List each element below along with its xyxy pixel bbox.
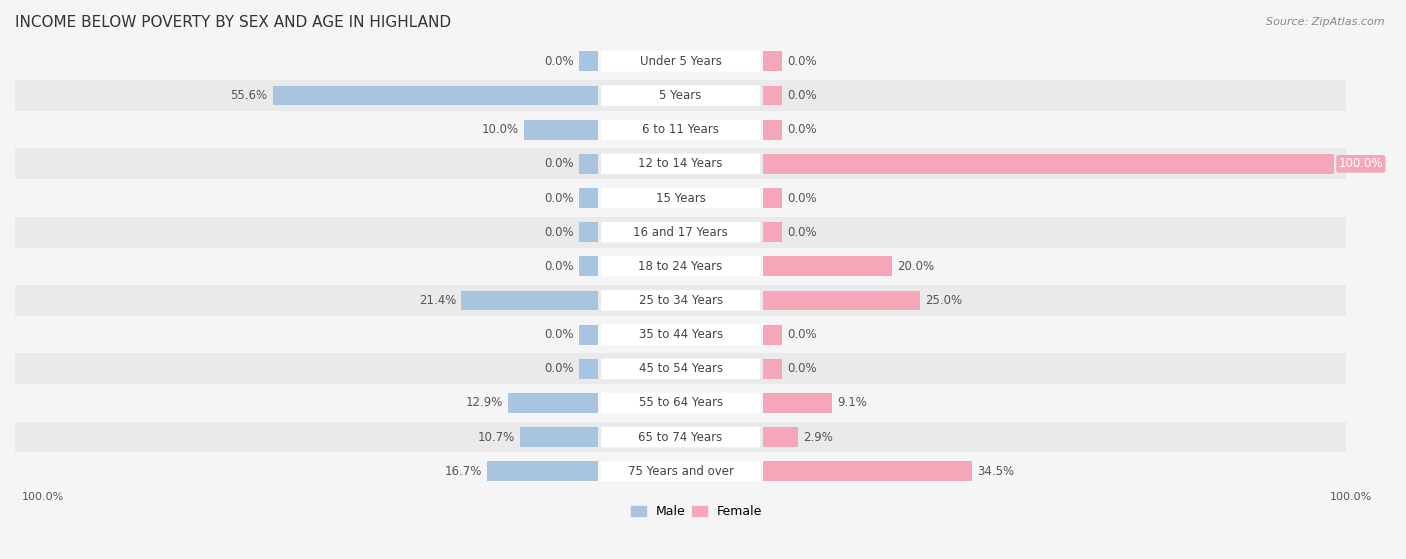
Bar (763, 120, 782, 140)
Bar (15, 251, 1346, 282)
Text: 16.7%: 16.7% (444, 465, 482, 478)
Text: 0.0%: 0.0% (787, 328, 817, 341)
Text: 0.0%: 0.0% (544, 260, 574, 273)
Text: 55.6%: 55.6% (231, 89, 267, 102)
Text: INCOME BELOW POVERTY BY SEX AND AGE IN HIGHLAND: INCOME BELOW POVERTY BY SEX AND AGE IN H… (15, 15, 451, 30)
FancyBboxPatch shape (602, 427, 761, 447)
Bar (579, 222, 598, 242)
Bar (763, 257, 893, 276)
Bar (15, 115, 1346, 145)
Bar (763, 427, 799, 447)
Text: 0.0%: 0.0% (787, 362, 817, 375)
Text: 45 to 54 Years: 45 to 54 Years (638, 362, 723, 375)
Text: 25 to 34 Years: 25 to 34 Years (638, 294, 723, 307)
Bar (763, 325, 782, 344)
Text: Source: ZipAtlas.com: Source: ZipAtlas.com (1267, 17, 1385, 27)
Bar (763, 86, 782, 106)
FancyBboxPatch shape (602, 51, 761, 72)
Text: 0.0%: 0.0% (787, 192, 817, 205)
Text: 0.0%: 0.0% (544, 226, 574, 239)
Text: 100.0%: 100.0% (1339, 157, 1384, 170)
Bar (15, 80, 1346, 111)
FancyBboxPatch shape (602, 188, 761, 209)
Bar (15, 456, 1346, 487)
Bar (15, 421, 1346, 452)
Bar (579, 359, 598, 378)
Bar (763, 154, 1333, 174)
Bar (579, 154, 598, 174)
Bar (579, 51, 598, 72)
Bar (763, 359, 782, 378)
Text: 20.0%: 20.0% (897, 260, 935, 273)
Text: 12.9%: 12.9% (465, 396, 503, 409)
Text: 0.0%: 0.0% (544, 55, 574, 68)
Text: 5 Years: 5 Years (659, 89, 702, 102)
Text: 34.5%: 34.5% (977, 465, 1015, 478)
Text: 9.1%: 9.1% (838, 396, 868, 409)
Bar (15, 149, 1346, 179)
Bar (15, 353, 1346, 384)
Text: 0.0%: 0.0% (544, 157, 574, 170)
Text: 0.0%: 0.0% (787, 226, 817, 239)
Bar (15, 285, 1346, 316)
FancyBboxPatch shape (602, 461, 761, 481)
FancyBboxPatch shape (602, 256, 761, 277)
Text: 100.0%: 100.0% (21, 492, 63, 503)
Bar (763, 51, 782, 72)
Bar (520, 427, 598, 447)
FancyBboxPatch shape (602, 392, 761, 413)
Text: 10.0%: 10.0% (482, 123, 519, 136)
Text: Under 5 Years: Under 5 Years (640, 55, 721, 68)
Bar (15, 183, 1346, 214)
Text: 0.0%: 0.0% (544, 362, 574, 375)
FancyBboxPatch shape (602, 222, 761, 243)
Text: 0.0%: 0.0% (544, 328, 574, 341)
Bar (763, 222, 782, 242)
Bar (524, 120, 598, 140)
Text: 55 to 64 Years: 55 to 64 Years (638, 396, 723, 409)
FancyBboxPatch shape (602, 358, 761, 379)
FancyBboxPatch shape (602, 120, 761, 140)
Text: 0.0%: 0.0% (787, 55, 817, 68)
FancyBboxPatch shape (602, 86, 761, 106)
Text: 100.0%: 100.0% (1329, 492, 1372, 503)
Bar (15, 46, 1346, 77)
Text: 75 Years and over: 75 Years and over (627, 465, 734, 478)
Bar (461, 291, 598, 310)
Text: 25.0%: 25.0% (925, 294, 962, 307)
Text: 65 to 74 Years: 65 to 74 Years (638, 430, 723, 444)
Text: 35 to 44 Years: 35 to 44 Years (638, 328, 723, 341)
Text: 0.0%: 0.0% (544, 192, 574, 205)
Bar (579, 188, 598, 208)
Bar (486, 461, 598, 481)
Bar (579, 325, 598, 344)
Text: 12 to 14 Years: 12 to 14 Years (638, 157, 723, 170)
Bar (15, 319, 1346, 350)
Bar (763, 291, 920, 310)
Text: 0.0%: 0.0% (787, 123, 817, 136)
Bar (763, 393, 832, 413)
Text: 10.7%: 10.7% (478, 430, 515, 444)
Bar (763, 188, 782, 208)
Text: 18 to 24 Years: 18 to 24 Years (638, 260, 723, 273)
Text: 16 and 17 Years: 16 and 17 Years (633, 226, 728, 239)
Text: 15 Years: 15 Years (655, 192, 706, 205)
Bar (15, 387, 1346, 418)
FancyBboxPatch shape (602, 154, 761, 174)
Bar (508, 393, 598, 413)
Legend: Male, Female: Male, Female (626, 500, 768, 523)
Bar (579, 257, 598, 276)
Bar (15, 217, 1346, 248)
Text: 6 to 11 Years: 6 to 11 Years (643, 123, 718, 136)
Text: 21.4%: 21.4% (419, 294, 456, 307)
FancyBboxPatch shape (602, 324, 761, 345)
FancyBboxPatch shape (602, 290, 761, 311)
Text: 2.9%: 2.9% (803, 430, 832, 444)
Bar (273, 86, 598, 106)
Bar (763, 461, 973, 481)
Text: 0.0%: 0.0% (787, 89, 817, 102)
